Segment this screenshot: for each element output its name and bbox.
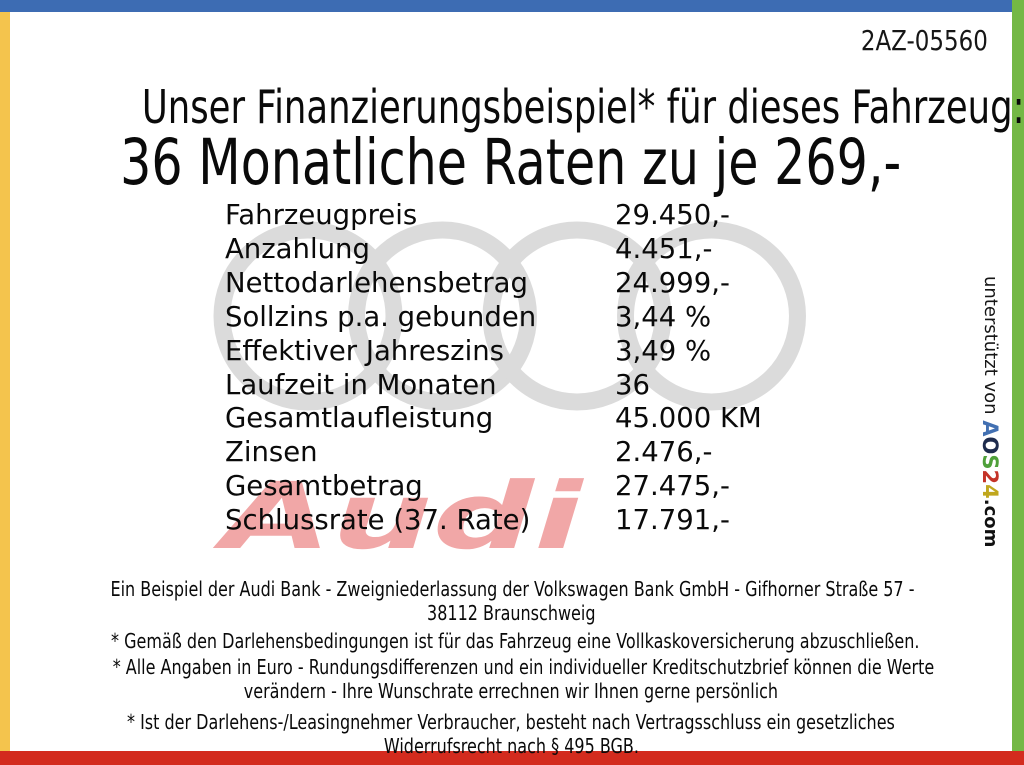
- table-row: Anzahlung 4.451,-: [225, 232, 712, 267]
- audi-rings-watermark-icon: [213, 221, 806, 411]
- footer-line: * Ist der Darlehens-/Leasingnehmer Verbr…: [127, 710, 895, 734]
- border-top: [0, 0, 1012, 12]
- table-row: Fahrzeugpreis 29.450,-: [225, 199, 730, 233]
- table-row: Effektiver Jahreszins 3,49 %: [225, 334, 711, 369]
- aos24-logo-letter: A: [978, 420, 1002, 437]
- row-label: Gesamtbetrag: [225, 470, 423, 503]
- row-label: Fahrzeugpreis: [225, 199, 418, 231]
- row-label: Zinsen: [225, 436, 318, 469]
- row-value: 3,49 %: [615, 334, 712, 367]
- border-right: [1012, 0, 1024, 751]
- aos24-domain-suffix: .com: [980, 498, 1001, 548]
- row-value: 29.450,-: [615, 199, 730, 231]
- vehicle-code: 2AZ-05560: [861, 24, 988, 57]
- table-row: Gesamtbetrag 27.475,-: [225, 470, 730, 504]
- row-value: 24.999,-: [615, 266, 730, 299]
- border-bottom: [0, 751, 1024, 765]
- supported-by-text: unterstützt von: [980, 276, 1001, 421]
- aos24-logo-letter: 2: [978, 469, 1002, 485]
- table-row: Laufzeit in Monaten 36: [225, 368, 650, 403]
- aos24-logo-letter: 4: [978, 484, 1002, 499]
- row-label: Nettodarlehensbetrag: [225, 266, 528, 299]
- row-label: Anzahlung: [225, 232, 370, 265]
- row-label: Sollzins p.a. gebunden: [225, 300, 537, 333]
- footer-disclaimer: Ein Beispiel der Audi Bank - Zweignieder…: [10, 578, 1012, 759]
- table-row: Zinsen 2.476,-: [225, 436, 712, 470]
- border-left: [0, 12, 10, 751]
- row-value: 36: [615, 368, 650, 401]
- table-row: Gesamtlaufleistung 45.000 KM: [225, 402, 762, 436]
- row-value: 45.000 KM: [615, 402, 762, 435]
- row-label: Effektiver Jahreszins: [225, 334, 505, 367]
- table-row: Schlussrate (37. Rate) 17.791,-: [225, 504, 730, 538]
- row-value: 4.451,-: [615, 232, 713, 265]
- title-line-2-text: 36 Monatliche Raten zu je 269,-: [120, 126, 902, 199]
- table-row: Sollzins p.a. gebunden 3,44 %: [225, 300, 711, 335]
- title-line-1: Unser Finanzierungsbeispiel* für dieses …: [10, 80, 1024, 134]
- footer-line: Widerrufsrecht nach § 495 BGB.: [383, 734, 639, 758]
- footer-line: * Gemäß den Darlehensbedingungen ist für…: [111, 629, 920, 653]
- row-value: 2.476,-: [615, 436, 713, 469]
- audi-text-watermark: Audi: [222, 463, 583, 570]
- title-line-2: 36 Monatliche Raten zu je 269,-: [10, 126, 1012, 199]
- finance-table: Fahrzeugpreis 29.450,- Anzahlung 4.451,-…: [225, 199, 762, 538]
- footer-line: 38112 Braunschweig: [426, 601, 596, 625]
- table-row: Nettodarlehensbetrag 24.999,-: [225, 266, 730, 301]
- footer-line: Ein Beispiel der Audi Bank - Zweignieder…: [110, 577, 915, 601]
- title-line-1-text: Unser Finanzierungsbeispiel* für dieses …: [141, 80, 1024, 134]
- row-value: 17.791,-: [615, 504, 730, 537]
- row-label: Laufzeit in Monaten: [225, 368, 497, 401]
- row-value: 3,44 %: [615, 300, 712, 333]
- row-value: 27.475,-: [615, 470, 730, 503]
- footer-line: * Alle Angaben in Euro - Rundungsdiffere…: [112, 655, 935, 679]
- aos24-logo-letter: S: [978, 454, 1002, 470]
- supported-by-strip: unterstützt von AOS24.com: [978, 276, 1002, 547]
- row-label: Schlussrate (37. Rate): [225, 504, 531, 537]
- row-label: Gesamtlaufleistung: [225, 402, 494, 435]
- aos24-logo-letter: O: [978, 436, 1002, 455]
- footer-line: verändern - Ihre Wunschrate errechnen wi…: [243, 679, 779, 703]
